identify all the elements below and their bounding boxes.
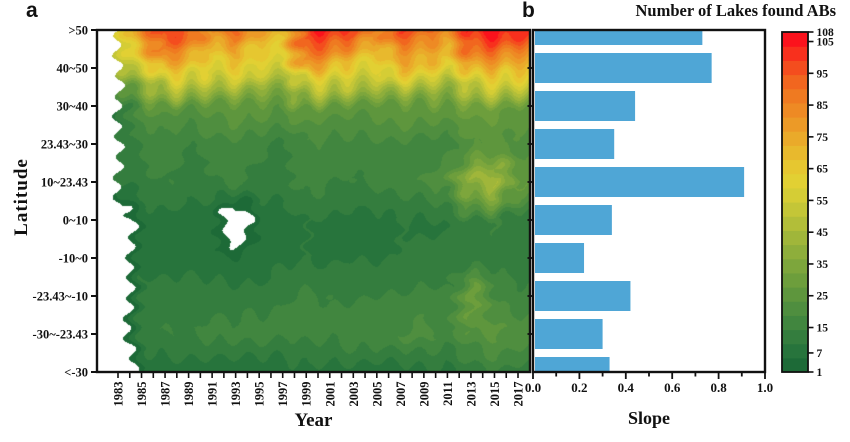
bar--23.43~-10 [535,281,631,311]
bar-<-30 [535,357,610,371]
panel-a-frame [95,28,532,374]
panel-a-x-tick-label: 1997 [276,382,290,407]
panel-a-y-tick-label: 40~50 [56,62,88,76]
bar-40~50 [535,53,712,83]
panel-a-x-tick-label: 1991 [206,382,220,407]
colorbar-segment [782,287,808,302]
colorbar-tick-label: 108 [817,27,835,39]
panel-a-y-tick-label: -23.43~-10 [33,290,88,304]
panel-b-frame [531,28,767,374]
colorbar-tick-label: 55 [817,195,829,207]
colorbar-segment [782,74,808,90]
panel-a-y-tick-label: 30~40 [56,100,88,114]
bar-23.43~30 [535,129,615,159]
colorbar-segment [782,102,808,118]
panel-a-x-tick-label: 1989 [182,382,196,407]
panel-a-x-tick-label: 2001 [323,382,337,407]
colorbar-segment [782,315,808,331]
colorbar-tick-label: 85 [817,100,829,112]
panel-a-y-tick-label: -10~0 [59,252,88,266]
colorbar-tick-label: 35 [817,259,829,271]
bar-10~23.43 [535,167,745,197]
colorbar-tick-label: 95 [817,68,829,80]
colorbar-segment [782,159,808,175]
colorbar-tick-label: 25 [817,291,829,303]
panel-a-y-tick-label: >50 [68,24,88,38]
panel-b-x-tick-label: 1.0 [757,380,773,395]
colorbar-segment [782,258,808,274]
panel-a-label: a [26,0,38,22]
colorbar-segment [782,173,808,189]
panel-b-x-tick-label: 0.6 [664,380,681,395]
colorbar-segment [782,329,808,345]
panel-a-y-tick-label: <-30 [64,366,88,380]
colorbar-segment [782,301,808,316]
panel-a-y-tick-label: -30~-23.43 [33,328,88,342]
panel-b-x-tick-label: 0.8 [710,380,727,395]
colorbar-tick-label: 1 [817,367,823,379]
colorbar-segment [782,202,808,217]
panel-a-x-tick-label: 2015 [488,382,502,407]
x-axis-label-year: Year [294,410,333,431]
colorbar-segment [782,131,808,146]
colorbar-segment [782,32,808,47]
panel-a-x-tick-label: 1983 [112,382,126,407]
colorbar-segment [782,272,808,288]
colorbar-segment [782,88,808,104]
colorbar-segment [782,216,808,231]
panel-a-x-tick-label: 2011 [441,382,455,406]
panel-b-x-tick-label: 0.4 [618,380,635,395]
panel-a-x-tick-label: 2017 [512,382,526,407]
colorbar-segment [782,230,808,246]
colorbar-tick-label: 15 [817,323,829,335]
bar--30~-23.43 [535,319,603,349]
panel-a-x-tick-label: 2007 [394,382,408,407]
bar--10~0 [535,243,585,273]
panel-a-x-tick-label: 1993 [229,382,243,407]
colorbar-segment [782,187,808,203]
x-axis-label-slope: Slope [627,408,670,428]
colorbar-segment [782,145,808,161]
panel-b-title: Number of Lakes found ABs [635,1,837,20]
colorbar-tick-label: 65 [817,164,829,176]
panel-b-label: b [522,0,535,22]
colorbar-segment [782,244,808,260]
panel-a-x-tick-label: 1987 [159,382,173,407]
bar-0~10 [535,205,612,235]
panel-a-x-tick-label: 1985 [135,382,149,407]
panel-a-y-tick-label: 23.43~30 [41,138,88,152]
panel-a-y-tick-label: 0~10 [63,214,88,228]
panel-b-x-tick-label: 0.0 [525,380,541,395]
colorbar-segment [782,60,808,76]
panel-a-x-tick-label: 1995 [253,382,267,407]
colorbar-tick-label: 7 [817,348,823,360]
bar-30~40 [535,91,636,121]
colorbar-tick-label: 75 [817,132,829,144]
panel-a-x-tick-label: 1999 [300,382,314,407]
bar->50 [535,31,703,45]
colorbar-tick-label: 45 [817,227,829,239]
panel-b-x-tick-label: 0.2 [571,380,587,395]
colorbar-segment [782,46,808,61]
colorbar-frame [781,31,809,373]
contour-heatmap-canvas [98,31,529,371]
panel-a-y-tick-label: 10~23.43 [41,176,88,190]
panel-a-x-tick-label: 2009 [417,382,431,407]
panel-a-x-tick-label: 2013 [464,382,478,407]
panel-a-x-tick-label: 2003 [347,382,361,407]
panel-a-x-tick-label: 2005 [370,382,384,407]
colorbar-segment [782,357,808,373]
y-axis-label-latitude: Latitude [11,158,32,236]
colorbar-segment [782,117,808,132]
colorbar-tick-label: 105 [817,37,835,49]
colorbar-segment [782,343,808,359]
